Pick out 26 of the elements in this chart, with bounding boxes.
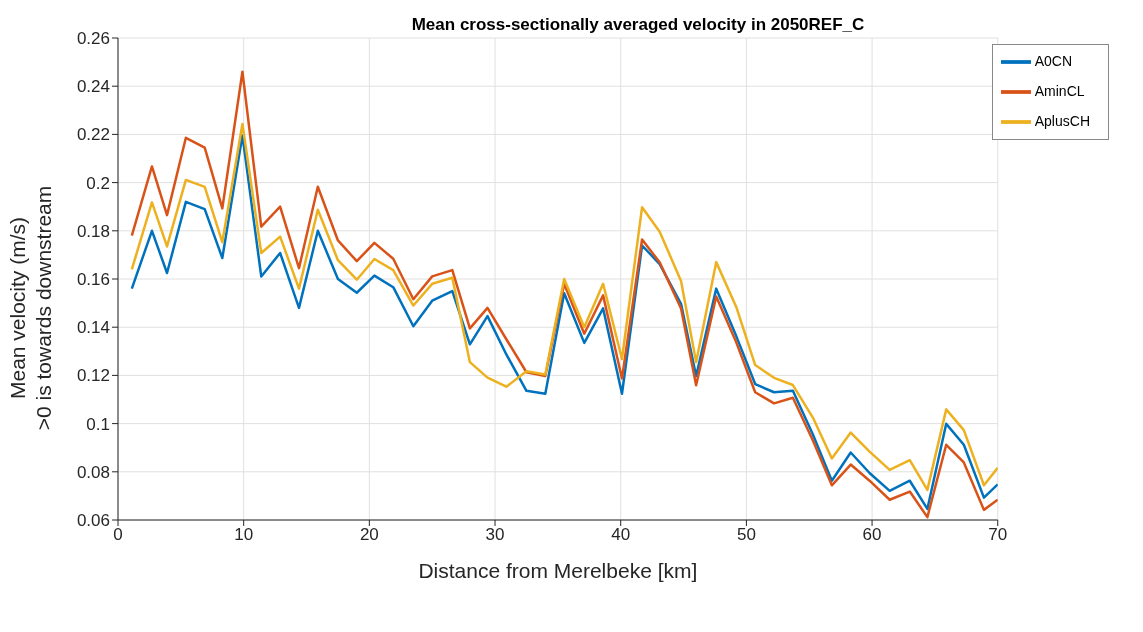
y-tick-label: 0.1 bbox=[86, 414, 110, 434]
y-axis-title: Mean velocity (m/s) >0 is towards downstream bbox=[6, 185, 55, 431]
x-tick-label: 30 bbox=[485, 525, 505, 545]
y-tick-label: 0.22 bbox=[76, 125, 110, 145]
y-tick-label: 0.06 bbox=[76, 511, 110, 531]
x-tick-label: 10 bbox=[234, 525, 254, 545]
x-tick-label: 50 bbox=[736, 525, 756, 545]
x-axis-title: Distance from Merelbeke [km] bbox=[418, 559, 698, 582]
line-series bbox=[130, 70, 998, 519]
x-tick-label: 70 bbox=[988, 525, 1008, 545]
y-tick-label: 0.18 bbox=[76, 221, 110, 241]
y-tick-label: 0.26 bbox=[76, 29, 110, 49]
legend-label: A0CN bbox=[1034, 52, 1073, 69]
x-tick-label: 60 bbox=[862, 525, 882, 545]
x-tick-label: 0 bbox=[113, 525, 123, 545]
x-tick-label: 20 bbox=[359, 525, 379, 545]
x-tick-label: 40 bbox=[611, 525, 631, 545]
y-tick-label: 0.12 bbox=[76, 366, 110, 386]
y-tick-label: 0.24 bbox=[76, 77, 110, 97]
y-tick-label: 0.16 bbox=[76, 270, 110, 290]
chart-title: Mean cross-sectionally averaged velocity in 2050REF_C bbox=[411, 15, 865, 34]
y-tick-label: 0.14 bbox=[76, 318, 110, 338]
legend-label: AminCL bbox=[1034, 82, 1085, 99]
legend-label: AplusCH bbox=[1034, 112, 1090, 129]
y-tick-label: 0.2 bbox=[86, 173, 110, 193]
y-tick-label: 0.08 bbox=[76, 462, 110, 482]
